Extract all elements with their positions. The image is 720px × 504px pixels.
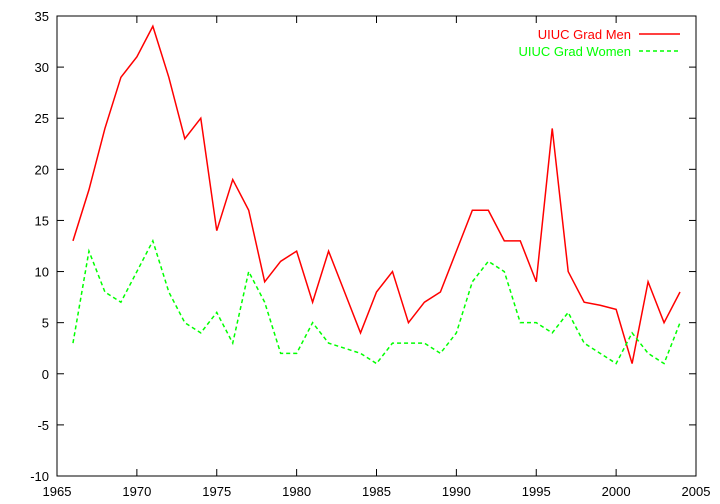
y-tick-label: -10 <box>30 469 49 484</box>
y-tick-label: 30 <box>35 60 49 75</box>
legend-label: UIUC Grad Men <box>538 27 631 42</box>
x-tick-label: 1980 <box>282 484 311 499</box>
y-tick-label: -5 <box>37 418 49 433</box>
x-tick-label: 1970 <box>122 484 151 499</box>
axes: 1965 1970 1975 1980 1985 1990 1995 2000 2005-10-… <box>30 9 710 499</box>
x-tick-label: 1985 <box>362 484 391 499</box>
series-group <box>72 24 681 365</box>
legend-label: UIUC Grad Women <box>519 44 631 59</box>
y-tick-label: 15 <box>35 213 49 228</box>
x-tick-label: 1995 <box>522 484 551 499</box>
y-tick-label: 0 <box>42 367 49 382</box>
y-tick-label: 5 <box>42 316 49 331</box>
series-line-women <box>72 238 681 365</box>
series-line-men <box>72 24 681 364</box>
x-tick-label: 2005 <box>682 484 711 499</box>
x-tick-label: 1990 <box>442 484 471 499</box>
plot-frame <box>56 15 697 477</box>
y-tick-label: 10 <box>35 265 49 280</box>
y-tick-label: 35 <box>35 9 49 24</box>
y-tick-label: 20 <box>35 162 49 177</box>
y-tick-label: 25 <box>35 111 49 126</box>
legend: UIUC Grad Men UIUC Grad Women <box>519 27 680 59</box>
x-tick-label: 1965 <box>43 484 72 499</box>
x-tick-label: 1975 <box>202 484 231 499</box>
x-tick-label: 2000 <box>602 484 631 499</box>
